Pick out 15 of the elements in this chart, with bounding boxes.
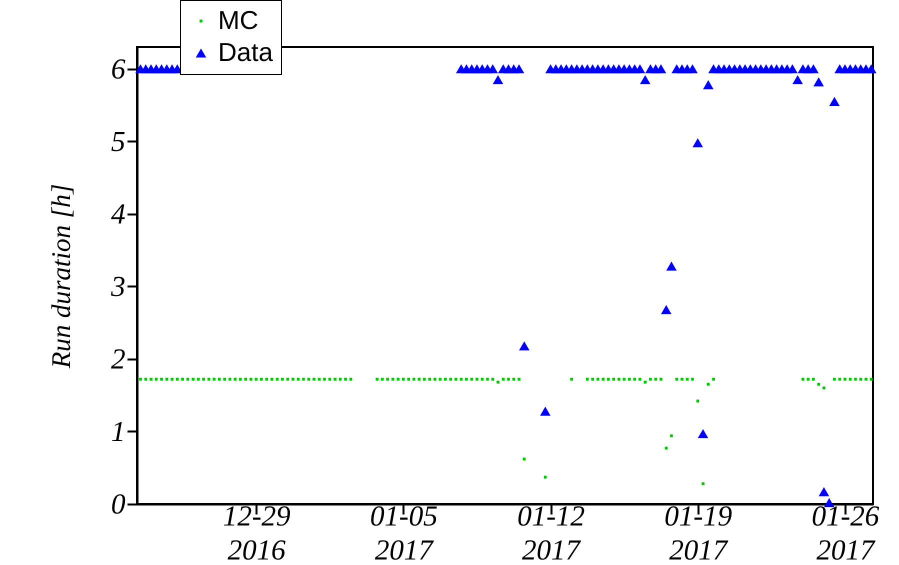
y-tick-label: 3 bbox=[110, 270, 126, 303]
y-tick-label: 4 bbox=[111, 198, 126, 230]
x-tick-label: 01-05 2017 bbox=[370, 500, 438, 565]
y-tick-label: 0 bbox=[111, 488, 126, 520]
y-tick-label: 6 bbox=[111, 53, 126, 86]
y-tick-label: 1 bbox=[111, 416, 126, 448]
x-tick-label: 12-29 2016 bbox=[222, 500, 291, 565]
y-tick-label: 5 bbox=[111, 126, 126, 158]
y-tick-label: 2 bbox=[111, 343, 126, 376]
legend-label: MC bbox=[218, 5, 258, 35]
y-axis-title: Run duration [h] bbox=[46, 184, 76, 370]
x-tick-label: 01-12 2017 bbox=[517, 500, 585, 565]
x-tick-label: 01-19 2017 bbox=[664, 500, 733, 565]
legend-label: Data bbox=[218, 37, 274, 67]
x-tick-label: 01-26 2017 bbox=[812, 500, 880, 565]
